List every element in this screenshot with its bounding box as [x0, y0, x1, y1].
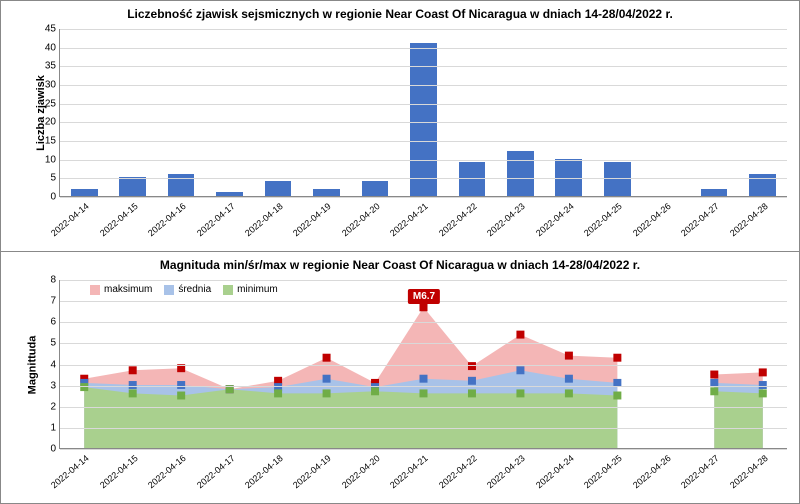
callout-label: M6.7: [408, 289, 440, 304]
marker-średnia: [323, 375, 331, 383]
marker-maksimum: [468, 362, 476, 370]
marker-maksimum: [420, 303, 428, 311]
marker-minimum: [420, 389, 428, 397]
marker-minimum: [710, 387, 718, 395]
legend-swatch: [223, 285, 233, 295]
area-minimum: [84, 387, 617, 448]
ytick: 6: [50, 317, 56, 328]
ytick: 3: [50, 380, 56, 391]
gridline: [60, 141, 787, 142]
marker-minimum: [759, 389, 767, 397]
bar: [216, 192, 243, 196]
ytick: 8: [50, 275, 56, 286]
bar: [749, 174, 776, 196]
legend-swatch: [90, 285, 100, 295]
area-minimum: [714, 391, 762, 448]
gridline: [60, 386, 787, 387]
legend-label: maksimum: [104, 284, 152, 295]
legend-label: minimum: [237, 284, 278, 295]
top-chart-title: Liczebność zjawisk sejsmicznych w region…: [1, 1, 799, 23]
gridline: [60, 197, 787, 198]
ytick: 4: [50, 359, 56, 370]
gridline: [60, 122, 787, 123]
ytick: 25: [45, 98, 56, 109]
gridline: [60, 104, 787, 105]
bottom-plot-area: maksimumśredniaminimum 2022-04-142022-04…: [59, 280, 787, 449]
gridline: [60, 48, 787, 49]
ytick: 2: [50, 401, 56, 412]
marker-minimum: [468, 389, 476, 397]
gridline: [60, 178, 787, 179]
top-bars: [60, 29, 787, 196]
top-plot-area: 2022-04-142022-04-152022-04-162022-04-17…: [59, 29, 787, 197]
legend-item-maksimum: maksimum: [90, 284, 152, 295]
marker-maksimum: [759, 368, 767, 376]
gridline: [60, 280, 787, 281]
gridline: [60, 322, 787, 323]
ytick: 30: [45, 80, 56, 91]
ytick: 5: [50, 338, 56, 349]
gridline: [60, 66, 787, 67]
gridline: [60, 407, 787, 408]
ytick: 45: [45, 24, 56, 35]
legend-label: średnia: [178, 284, 211, 295]
marker-maksimum: [129, 366, 137, 374]
bar: [362, 181, 389, 196]
ytick: 7: [50, 296, 56, 307]
marker-maksimum: [565, 352, 573, 360]
ytick: 15: [45, 136, 56, 147]
bottom-chart-title: Magnituda min/śr/max w regionie Near Coa…: [1, 252, 799, 274]
ytick: 10: [45, 154, 56, 165]
marker-minimum: [516, 389, 524, 397]
bottom-chart: Magnituda min/śr/max w regionie Near Coa…: [0, 252, 800, 504]
marker-średnia: [565, 375, 573, 383]
bar: [701, 189, 728, 196]
ytick: 1: [50, 422, 56, 433]
gridline: [60, 85, 787, 86]
marker-minimum: [565, 389, 573, 397]
legend-swatch: [164, 285, 174, 295]
marker-średnia: [516, 366, 524, 374]
ytick: 5: [50, 173, 56, 184]
marker-minimum: [323, 389, 331, 397]
bar: [555, 159, 582, 196]
top-chart: Liczebność zjawisk sejsmicznych w region…: [0, 0, 800, 252]
marker-minimum: [371, 387, 379, 395]
bar: [71, 189, 98, 196]
bar: [507, 151, 534, 196]
bar: [168, 174, 195, 196]
marker-maksimum: [323, 354, 331, 362]
legend-item-minimum: minimum: [223, 284, 278, 295]
bottom-ylabel: Magnittuda: [26, 335, 38, 394]
marker-maksimum: [613, 354, 621, 362]
marker-maksimum: [710, 371, 718, 379]
gridline: [60, 29, 787, 30]
ytick: 0: [50, 192, 56, 203]
ytick: 0: [50, 444, 56, 455]
marker-minimum: [80, 383, 88, 391]
legend: maksimum średnia minimum: [90, 284, 278, 295]
marker-minimum: [613, 392, 621, 400]
gridline: [60, 428, 787, 429]
gridline: [60, 365, 787, 366]
bar: [265, 181, 292, 196]
ytick: 35: [45, 61, 56, 72]
bar: [119, 177, 146, 196]
marker-minimum: [177, 392, 185, 400]
gridline: [60, 449, 787, 450]
bar: [313, 189, 340, 196]
legend-item-średnia: średnia: [164, 284, 211, 295]
marker-minimum: [129, 389, 137, 397]
marker-średnia: [420, 375, 428, 383]
gridline: [60, 160, 787, 161]
ytick: 40: [45, 42, 56, 53]
marker-maksimum: [516, 331, 524, 339]
marker-średnia: [468, 377, 476, 385]
gridline: [60, 343, 787, 344]
marker-minimum: [274, 389, 282, 397]
ytick: 20: [45, 117, 56, 128]
